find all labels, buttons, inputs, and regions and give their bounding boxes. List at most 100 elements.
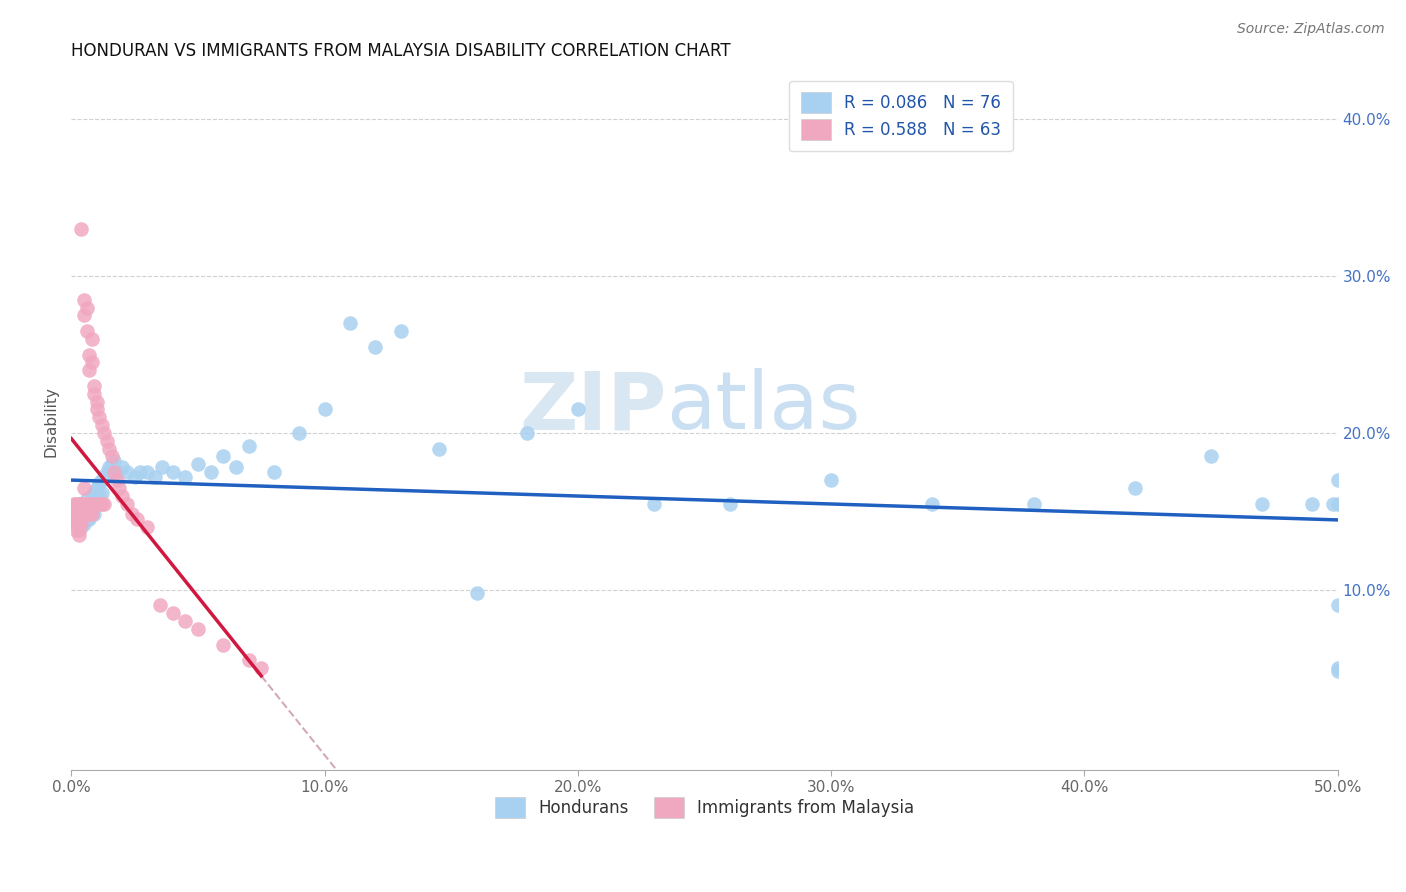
Point [314,402,336,417]
Point [86,481,108,495]
Point [70,512,93,526]
Point [83,508,105,522]
Point [67,528,90,542]
Point [76,512,98,526]
Point [225,460,247,475]
Point [76,508,98,522]
Point [115,496,138,510]
Point [67,523,90,537]
Point [121,508,143,522]
Point [567,402,589,417]
Point [76,496,98,510]
Point [80,496,103,510]
Point [73,293,96,307]
Point [1326,661,1348,675]
Point [149,599,172,613]
Point [65,512,87,526]
Point [128,465,150,479]
Point [89,476,111,491]
Point [89,489,111,503]
Point [718,496,741,510]
Point [105,473,128,487]
Point [80,496,103,510]
Point [86,394,108,409]
Point [80,489,103,503]
Point [187,622,209,636]
Point [73,516,96,531]
Point [103,454,125,468]
Point [77,348,100,362]
Point [162,465,184,479]
Point [108,481,131,495]
Point [65,523,87,537]
Point [212,450,235,464]
Point [93,470,115,484]
Point [90,485,112,500]
Point [111,489,134,503]
Point [250,661,273,675]
Legend: Hondurans, Immigrants from Malaysia: Hondurans, Immigrants from Malaysia [488,791,921,824]
Point [136,465,159,479]
Point [77,363,100,377]
Point [70,496,93,510]
Y-axis label: Disability: Disability [44,385,58,457]
Point [67,504,90,518]
Point [1022,496,1045,510]
Point [90,473,112,487]
Point [70,496,93,510]
Point [1322,496,1344,510]
Point [77,508,100,522]
Point [76,491,98,506]
Point [80,332,103,346]
Point [212,638,235,652]
Point [73,496,96,510]
Point [162,606,184,620]
Point [63,508,86,522]
Point [63,516,86,531]
Point [86,496,108,510]
Point [89,410,111,425]
Point [339,316,361,330]
Point [1326,473,1348,487]
Point [96,465,118,479]
Text: atlas: atlas [666,368,860,446]
Point [263,465,285,479]
Point [70,222,93,236]
Point [73,508,96,522]
Point [77,508,100,522]
Point [389,324,412,338]
Point [63,504,86,518]
Point [80,355,103,369]
Point [67,496,90,510]
Point [93,496,115,510]
Point [98,442,121,456]
Point [83,485,105,500]
Point [111,460,134,475]
Point [67,508,90,522]
Point [1199,450,1222,464]
Point [820,473,842,487]
Point [89,496,111,510]
Point [174,470,197,484]
Point [105,465,128,479]
Point [101,450,124,464]
Point [80,508,103,522]
Point [65,496,87,510]
Point [80,508,103,522]
Point [70,508,93,522]
Point [83,496,105,510]
Point [77,496,100,510]
Point [65,508,87,522]
Point [364,340,387,354]
Point [65,508,87,522]
Point [115,465,138,479]
Point [127,512,149,526]
Point [427,442,450,456]
Point [1326,496,1348,510]
Text: Source: ZipAtlas.com: Source: ZipAtlas.com [1237,22,1385,37]
Point [187,458,209,472]
Point [86,496,108,510]
Point [136,520,159,534]
Point [77,512,100,526]
Point [70,516,93,531]
